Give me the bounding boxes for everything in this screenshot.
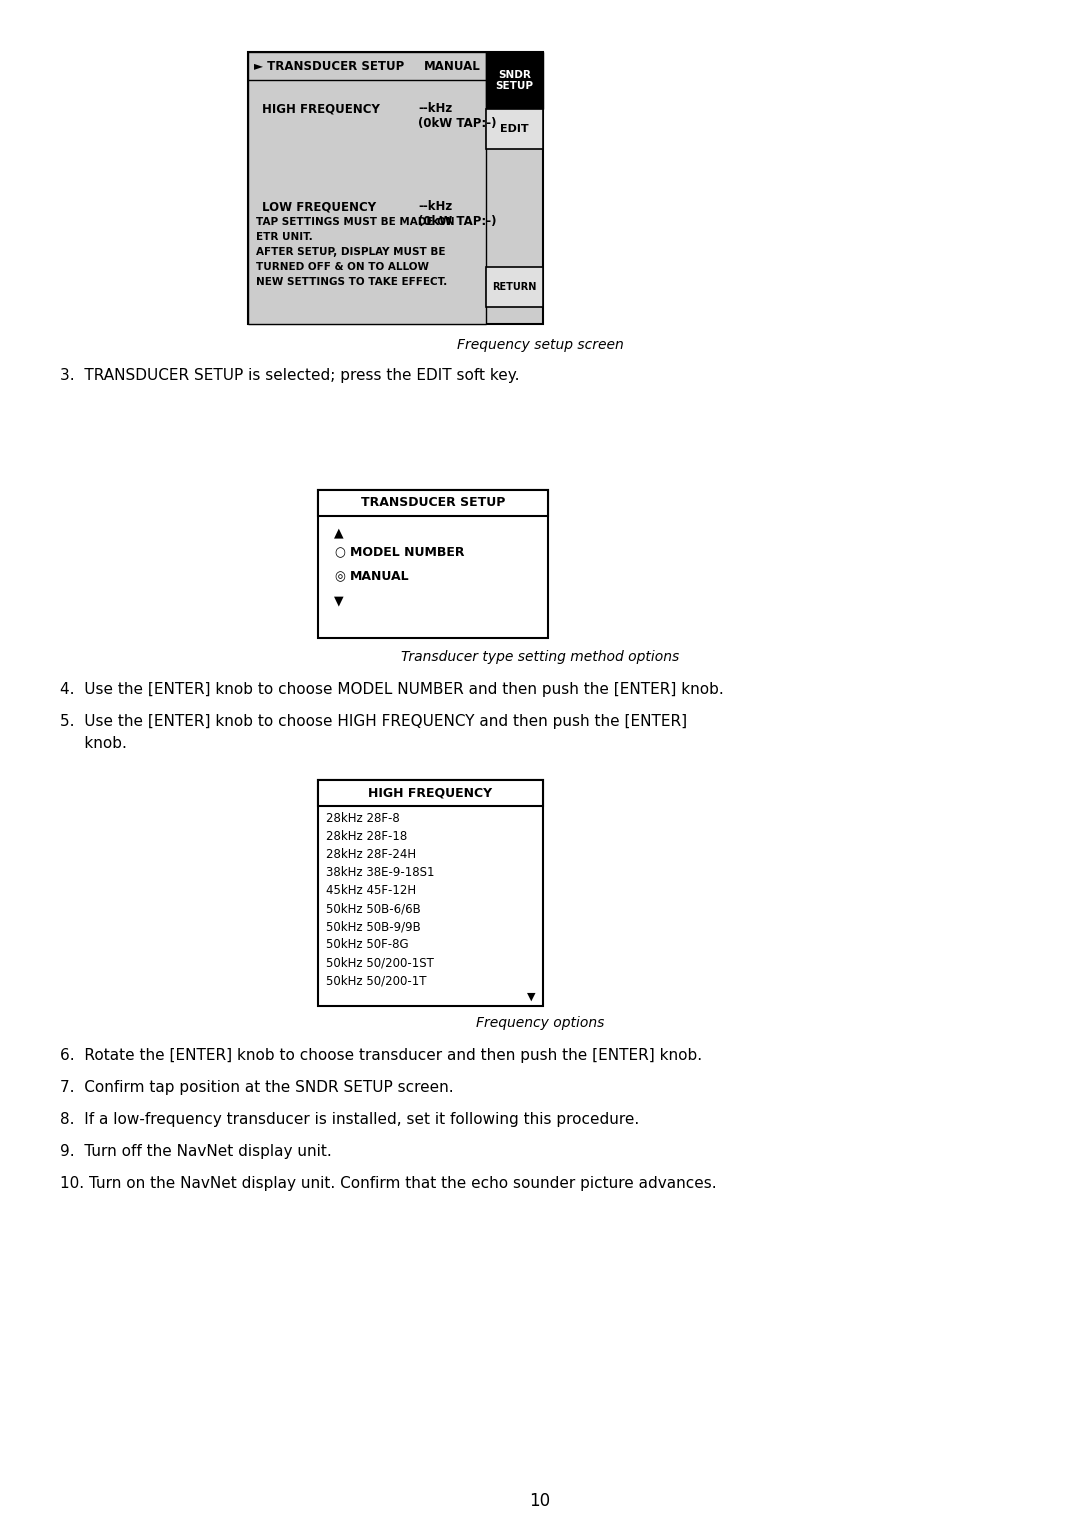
Text: 50kHz 50F-8G: 50kHz 50F-8G (326, 938, 408, 950)
Text: ► TRANSDUCER SETUP: ► TRANSDUCER SETUP (254, 60, 404, 72)
Text: 6.  Rotate the [ENTER] knob to choose transducer and then push the [ENTER] knob.: 6. Rotate the [ENTER] knob to choose tra… (60, 1048, 702, 1063)
Text: ▲: ▲ (334, 526, 343, 539)
Text: 38kHz 38E-9-18S1: 38kHz 38E-9-18S1 (326, 866, 434, 879)
Text: ▼: ▼ (527, 992, 536, 1002)
Text: 45kHz 45F-12H: 45kHz 45F-12H (326, 885, 416, 897)
Text: Frequency options: Frequency options (476, 1016, 604, 1030)
Text: ◎: ◎ (334, 570, 345, 584)
Text: Frequency setup screen: Frequency setup screen (457, 338, 623, 351)
Text: SNDR
SETUP: SNDR SETUP (496, 70, 534, 92)
Text: (0kW TAP:-): (0kW TAP:-) (418, 215, 497, 228)
Bar (248, 52, 486, 79)
Text: MANUAL: MANUAL (424, 60, 481, 72)
Text: ▼: ▼ (334, 594, 343, 607)
Text: AFTER SETUP, DISPLAY MUST BE: AFTER SETUP, DISPLAY MUST BE (256, 248, 446, 257)
Text: RETURN: RETURN (492, 283, 537, 292)
Text: TRANSDUCER SETUP: TRANSDUCER SETUP (361, 497, 505, 509)
Text: 50kHz 50B-9/9B: 50kHz 50B-9/9B (326, 920, 421, 934)
Text: 28kHz 28F-24H: 28kHz 28F-24H (326, 848, 416, 860)
Text: 50kHz 50B-6/6B: 50kHz 50B-6/6B (326, 902, 421, 915)
Text: --kHz: --kHz (418, 200, 453, 212)
Bar (318, 779, 543, 805)
Text: knob.: knob. (60, 736, 126, 750)
Text: HIGH FREQUENCY: HIGH FREQUENCY (262, 102, 380, 115)
Text: (0kW TAP:-): (0kW TAP:-) (418, 118, 497, 130)
Text: MANUAL: MANUAL (350, 570, 409, 584)
Text: 9.  Turn off the NavNet display unit.: 9. Turn off the NavNet display unit. (60, 1144, 332, 1160)
Text: TAP SETTINGS MUST BE MADE ON: TAP SETTINGS MUST BE MADE ON (256, 217, 455, 228)
Text: NEW SETTINGS TO TAKE EFFECT.: NEW SETTINGS TO TAKE EFFECT. (256, 277, 447, 287)
Text: Transducer type setting method options: Transducer type setting method options (401, 649, 679, 665)
Text: 28kHz 28F-8: 28kHz 28F-8 (326, 811, 400, 825)
Text: 4.  Use the [ENTER] knob to choose MODEL NUMBER and then push the [ENTER] knob.: 4. Use the [ENTER] knob to choose MODEL … (60, 681, 724, 697)
Bar (318, 779, 543, 1005)
Text: TURNED OFF & ON TO ALLOW: TURNED OFF & ON TO ALLOW (256, 261, 429, 272)
Text: MODEL NUMBER: MODEL NUMBER (350, 545, 464, 559)
Text: ETR UNIT.: ETR UNIT. (256, 232, 313, 241)
Text: LOW FREQUENCY: LOW FREQUENCY (262, 200, 376, 212)
Text: 3.  TRANSDUCER SETUP is selected; press the EDIT soft key.: 3. TRANSDUCER SETUP is selected; press t… (60, 368, 519, 384)
Bar (318, 490, 548, 639)
Text: 8.  If a low-frequency transducer is installed, set it following this procedure.: 8. If a low-frequency transducer is inst… (60, 1112, 639, 1128)
Text: 50kHz 50/200-1T: 50kHz 50/200-1T (326, 973, 427, 987)
Text: 28kHz 28F-18: 28kHz 28F-18 (326, 830, 407, 843)
Text: HIGH FREQUENCY: HIGH FREQUENCY (368, 787, 492, 799)
Text: 50kHz 50/200-1ST: 50kHz 50/200-1ST (326, 957, 434, 969)
Bar (248, 52, 486, 324)
Text: 10: 10 (529, 1491, 551, 1510)
Bar (486, 52, 543, 108)
Text: 5.  Use the [ENTER] knob to choose HIGH FREQUENCY and then push the [ENTER]: 5. Use the [ENTER] knob to choose HIGH F… (60, 714, 687, 729)
Bar (318, 490, 548, 516)
Bar (248, 52, 543, 324)
Text: EDIT: EDIT (500, 124, 529, 134)
Text: 7.  Confirm tap position at the SNDR SETUP screen.: 7. Confirm tap position at the SNDR SETU… (60, 1080, 454, 1096)
Text: --kHz: --kHz (418, 102, 453, 115)
Bar (486, 267, 543, 307)
Bar (486, 108, 543, 150)
Text: ○: ○ (334, 545, 345, 559)
Text: 10. Turn on the NavNet display unit. Confirm that the echo sounder picture advan: 10. Turn on the NavNet display unit. Con… (60, 1177, 717, 1190)
